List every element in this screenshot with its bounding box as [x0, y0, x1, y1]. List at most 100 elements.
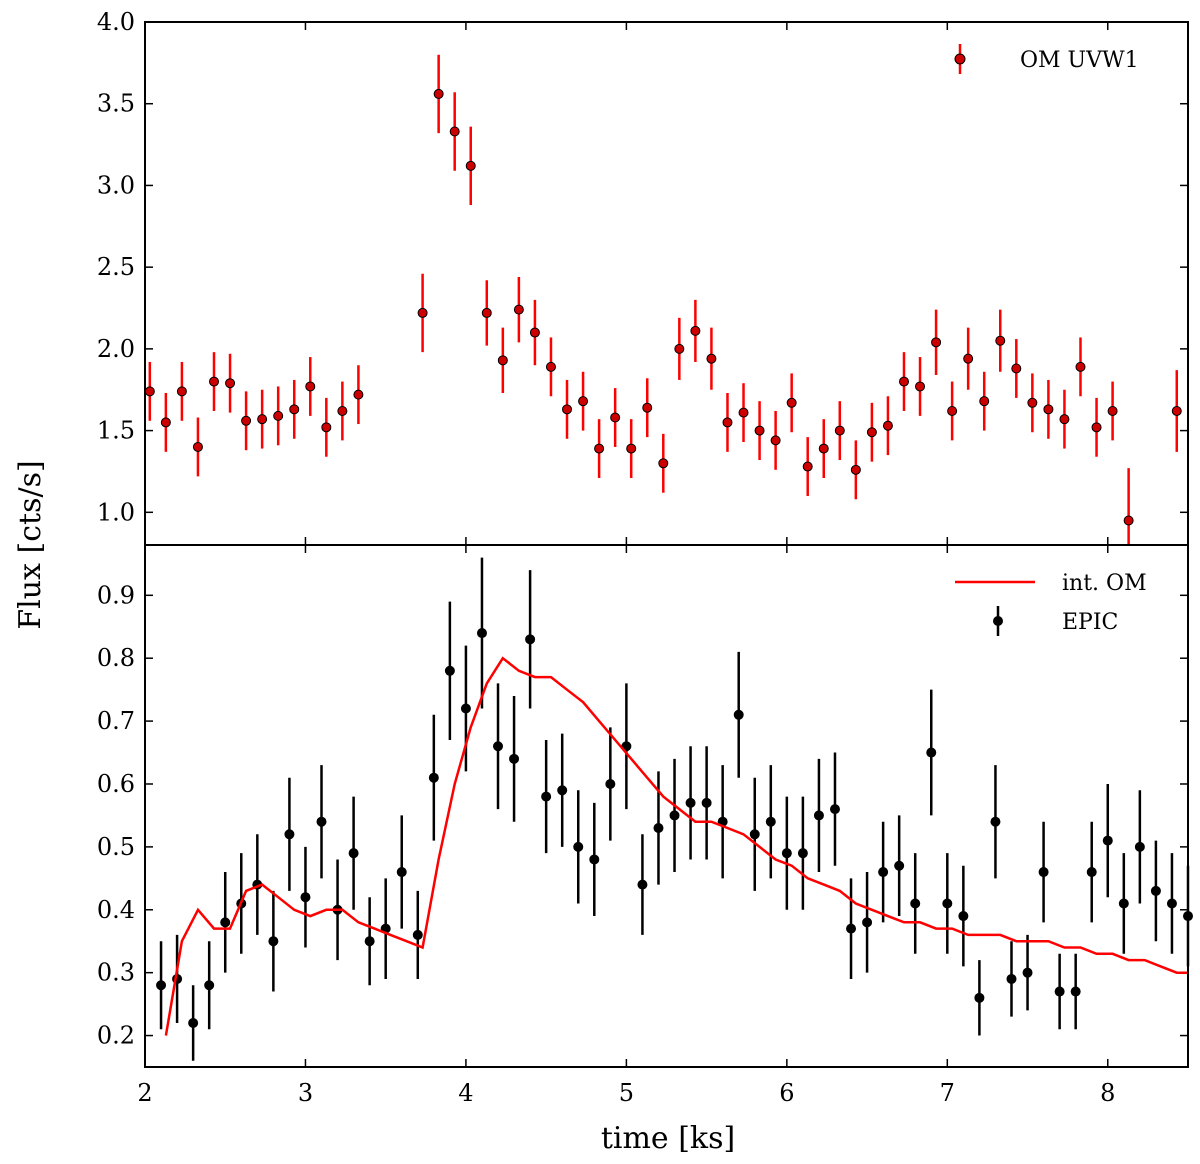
y-tick-label: 2.0 — [97, 335, 135, 363]
y-tick-label: 0.2 — [97, 1022, 135, 1050]
point-marker — [1075, 361, 1086, 372]
bottom-legend-label-epic: EPIC — [1062, 610, 1118, 635]
data-point — [642, 378, 653, 438]
y-tick-label: 0.8 — [97, 644, 135, 672]
point-marker — [493, 741, 504, 752]
top-panel: 1.0 1.5 2.0 2.5 3.0 3.5 4.0 OM UVW1 — [97, 8, 1189, 546]
point-marker — [241, 415, 252, 426]
data-point — [541, 739, 552, 854]
point-marker — [192, 441, 203, 452]
data-point — [749, 777, 760, 891]
data-point — [979, 371, 990, 431]
data-point — [545, 337, 556, 397]
data-point — [396, 815, 407, 929]
point-marker — [364, 936, 375, 947]
data-point — [1166, 853, 1177, 954]
data-point — [834, 401, 845, 461]
point-marker — [208, 376, 219, 387]
point-marker — [818, 443, 829, 454]
x-tick-label: 8 — [1100, 1079, 1115, 1107]
point-marker — [573, 841, 584, 852]
data-point — [942, 853, 953, 954]
point-marker — [1150, 885, 1161, 896]
data-point — [770, 410, 781, 470]
point-marker — [733, 709, 744, 720]
data-point — [241, 391, 252, 451]
data-point — [610, 388, 621, 447]
data-point — [337, 381, 348, 441]
top-points — [144, 54, 1182, 545]
y-tick-label: 2.5 — [97, 253, 135, 281]
data-point — [594, 419, 605, 478]
data-point — [850, 440, 861, 500]
point-marker — [562, 404, 573, 415]
data-point — [1123, 468, 1134, 545]
point-marker — [866, 427, 877, 438]
point-marker — [541, 791, 552, 802]
top-legend: OM UVW1 — [954, 44, 1139, 74]
data-point — [974, 960, 985, 1036]
y-tick-label: 1.5 — [97, 417, 135, 445]
data-point — [605, 727, 616, 841]
data-point — [428, 714, 439, 841]
point-marker — [529, 327, 540, 338]
bottom-axes-frame — [144, 544, 1189, 1068]
point-marker — [781, 848, 792, 859]
data-point — [257, 389, 268, 449]
data-point — [273, 386, 284, 446]
data-point — [797, 796, 808, 910]
data-point — [626, 419, 637, 478]
y-tick-label: 0.5 — [97, 833, 135, 861]
point-marker — [770, 435, 781, 446]
point-marker — [910, 898, 921, 909]
data-point — [433, 54, 444, 134]
point-marker — [1091, 422, 1102, 433]
point-marker — [460, 703, 471, 714]
data-point — [562, 379, 573, 439]
data-point — [802, 437, 813, 496]
data-point — [192, 417, 203, 477]
point-marker — [204, 980, 215, 991]
data-point — [781, 796, 792, 910]
point-marker — [958, 911, 969, 922]
point-marker — [188, 1017, 199, 1028]
data-point — [444, 601, 455, 740]
point-marker — [963, 353, 974, 364]
bottom-legend: int. OM EPIC — [955, 571, 1147, 636]
point-marker — [797, 848, 808, 859]
data-point — [1107, 381, 1118, 441]
data-point — [204, 941, 215, 1030]
data-point — [1171, 370, 1182, 452]
y-tick-label: 3.0 — [97, 171, 135, 199]
point-marker — [1134, 841, 1145, 852]
point-marker — [1054, 986, 1065, 997]
point-marker — [1166, 898, 1177, 909]
data-point — [1075, 337, 1086, 397]
point-marker — [813, 810, 824, 821]
point-marker — [1011, 363, 1022, 374]
point-marker — [605, 778, 616, 789]
point-marker — [846, 923, 857, 934]
point-marker — [674, 343, 685, 354]
data-point — [1134, 790, 1145, 904]
data-point — [995, 309, 1006, 372]
top-legend-label: OM UVW1 — [1020, 48, 1139, 73]
data-point — [460, 645, 471, 772]
data-point — [990, 765, 1001, 879]
point-marker — [1171, 405, 1182, 416]
data-point — [509, 695, 520, 822]
data-point — [493, 683, 504, 810]
data-point — [268, 890, 279, 992]
data-point — [1043, 379, 1054, 439]
point-marker — [257, 414, 268, 425]
data-point — [926, 689, 937, 816]
data-point — [813, 758, 824, 873]
point-marker — [1027, 397, 1038, 408]
point-marker — [428, 772, 439, 783]
point-marker — [829, 804, 840, 815]
point-marker — [786, 397, 797, 408]
point-marker — [412, 929, 423, 940]
point-marker — [481, 307, 492, 318]
data-point — [156, 941, 167, 1030]
data-point — [866, 402, 877, 462]
